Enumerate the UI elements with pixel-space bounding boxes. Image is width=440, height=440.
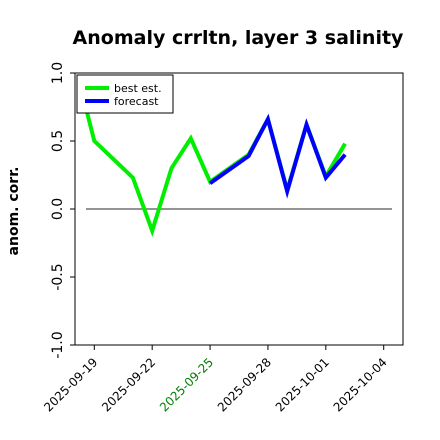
y-tick-label: -0.5 <box>50 263 66 290</box>
y-axis-label: anom. corr. <box>6 167 22 256</box>
legend-entry-label: best est. <box>114 82 162 95</box>
x-tick-label: 2025-09-25 <box>157 355 216 414</box>
y-tick-label: 1.0 <box>50 62 66 84</box>
series-line-forecast <box>208 113 347 199</box>
legend: best est.forecast <box>76 74 174 114</box>
y-tick-label: 0.0 <box>50 198 66 220</box>
chart-title: Anomaly crrltn, layer 3 salinity <box>73 27 404 49</box>
x-axis: 2025-09-192025-09-222025-09-252025-09-28… <box>41 345 390 414</box>
x-tick-label: 2025-10-01 <box>273 355 332 414</box>
y-tick-label: -1.0 <box>50 331 66 358</box>
x-tick-label: 2025-09-22 <box>99 355 158 414</box>
y-tick-label: 0.5 <box>50 130 66 152</box>
legend-box <box>76 74 174 114</box>
y-axis: -1.0 -0.5 0.0 0.5 1.0 <box>50 62 75 359</box>
plot-area <box>74 72 404 346</box>
x-tick-label: 2025-10-04 <box>331 355 390 414</box>
x-tick-label: 2025-09-19 <box>41 355 100 414</box>
legend-entry-label: forecast <box>114 95 159 108</box>
x-tick-label: 2025-09-28 <box>215 355 274 414</box>
